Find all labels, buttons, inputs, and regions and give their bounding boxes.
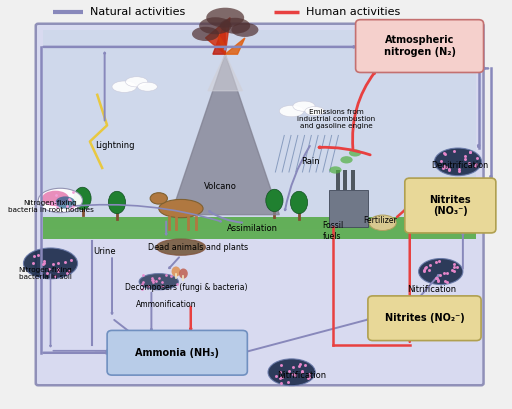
Ellipse shape xyxy=(38,188,82,213)
Ellipse shape xyxy=(112,81,137,92)
Text: Fertilizer: Fertilizer xyxy=(364,216,397,225)
Ellipse shape xyxy=(172,266,180,276)
FancyBboxPatch shape xyxy=(107,330,247,375)
Ellipse shape xyxy=(220,18,250,34)
Bar xyxy=(344,170,347,190)
Ellipse shape xyxy=(42,191,69,206)
Ellipse shape xyxy=(192,27,219,41)
Bar xyxy=(351,170,355,190)
Polygon shape xyxy=(171,54,280,215)
Ellipse shape xyxy=(340,156,353,164)
Ellipse shape xyxy=(74,187,91,209)
Text: Nitrites (NO₂⁻): Nitrites (NO₂⁻) xyxy=(385,313,464,323)
Text: Nitrification: Nitrification xyxy=(277,371,326,380)
Ellipse shape xyxy=(280,106,304,117)
Ellipse shape xyxy=(199,17,231,34)
FancyBboxPatch shape xyxy=(43,30,476,229)
Ellipse shape xyxy=(138,82,157,91)
Text: Urine: Urine xyxy=(93,247,116,256)
Text: Nitrites
(NO₃⁻): Nitrites (NO₃⁻) xyxy=(430,195,471,216)
Polygon shape xyxy=(205,18,230,54)
Ellipse shape xyxy=(349,149,361,157)
Ellipse shape xyxy=(369,215,396,231)
Polygon shape xyxy=(216,30,225,54)
Text: Nitrogen-fixing
bacteria in root nodules: Nitrogen-fixing bacteria in root nodules xyxy=(8,200,94,213)
FancyBboxPatch shape xyxy=(356,20,483,72)
FancyBboxPatch shape xyxy=(368,296,481,341)
Text: Ammonification: Ammonification xyxy=(136,299,197,308)
Ellipse shape xyxy=(305,107,325,115)
Text: Denitrification: Denitrification xyxy=(431,162,488,171)
Ellipse shape xyxy=(290,191,308,213)
Polygon shape xyxy=(208,54,242,91)
Ellipse shape xyxy=(109,191,125,213)
Text: Rain: Rain xyxy=(302,157,320,166)
Text: Emissions from
industrial combustion
and gasoline engine: Emissions from industrial combustion and… xyxy=(297,109,375,129)
Text: Dead animals and plants: Dead animals and plants xyxy=(148,243,248,252)
Ellipse shape xyxy=(24,248,78,279)
Text: Assimilation: Assimilation xyxy=(227,225,278,234)
FancyBboxPatch shape xyxy=(36,24,483,385)
Text: Decomposers (fungi & bacteria): Decomposers (fungi & bacteria) xyxy=(124,283,247,292)
Polygon shape xyxy=(225,38,245,54)
Text: Nitrification: Nitrification xyxy=(408,285,456,294)
Ellipse shape xyxy=(419,258,463,285)
Ellipse shape xyxy=(268,359,315,386)
Ellipse shape xyxy=(179,268,188,279)
Ellipse shape xyxy=(266,189,283,211)
Ellipse shape xyxy=(55,196,75,209)
Ellipse shape xyxy=(329,166,342,174)
Polygon shape xyxy=(213,22,225,54)
Bar xyxy=(336,170,340,190)
Text: Nitrogen-fixing
bacteria in soil: Nitrogen-fixing bacteria in soil xyxy=(19,267,73,280)
Ellipse shape xyxy=(293,101,315,111)
Text: Fossil
fuels: Fossil fuels xyxy=(322,221,343,240)
FancyBboxPatch shape xyxy=(405,178,496,233)
Ellipse shape xyxy=(125,77,147,87)
Ellipse shape xyxy=(206,8,244,27)
Bar xyxy=(329,190,368,227)
Text: Lightning: Lightning xyxy=(95,141,134,150)
FancyBboxPatch shape xyxy=(43,217,476,239)
Text: Human activities: Human activities xyxy=(306,7,401,16)
Ellipse shape xyxy=(231,23,259,37)
Ellipse shape xyxy=(156,239,205,255)
Ellipse shape xyxy=(434,148,482,175)
Ellipse shape xyxy=(159,200,203,218)
Ellipse shape xyxy=(150,193,167,204)
Ellipse shape xyxy=(139,274,179,290)
Text: Volcano: Volcano xyxy=(204,182,237,191)
Text: Natural activities: Natural activities xyxy=(90,7,185,16)
Text: Ammonia (NH₃): Ammonia (NH₃) xyxy=(135,348,219,358)
Text: Atmospheric
nitrogen (N₂): Atmospheric nitrogen (N₂) xyxy=(383,35,456,57)
